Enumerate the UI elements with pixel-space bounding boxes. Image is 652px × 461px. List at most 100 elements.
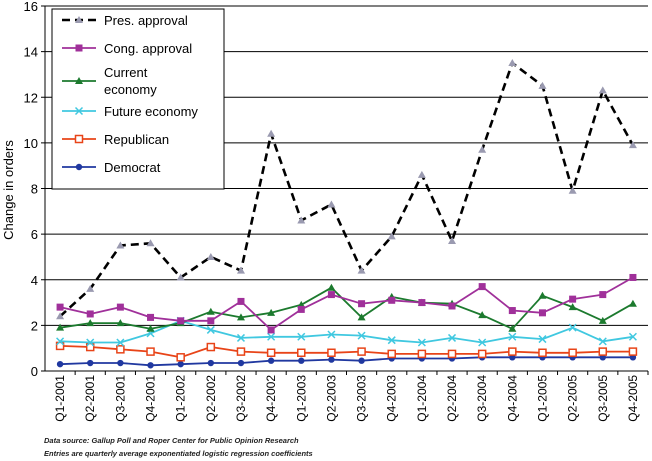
data-point (538, 309, 546, 317)
data-point (358, 300, 366, 308)
y-tick-label: 10 (24, 136, 38, 151)
data-point (327, 291, 335, 299)
data-point (267, 357, 275, 364)
data-point (448, 236, 457, 244)
data-point (447, 333, 457, 342)
x-tick-label: Q2-2001 (83, 375, 97, 422)
series-current-economy (56, 283, 637, 332)
legend-item-republican: Republican (62, 132, 169, 147)
data-point (86, 310, 94, 318)
data-point (478, 311, 487, 319)
data-point (328, 356, 335, 363)
y-tick-label: 0 (31, 364, 38, 379)
data-point (56, 360, 64, 368)
source-note: Data source: Gallup Poll and Roper Cente… (44, 436, 299, 445)
series-line (59, 286, 634, 330)
data-point (478, 283, 486, 291)
x-tick-label: Q3-2005 (596, 375, 610, 422)
data-point (116, 338, 125, 347)
data-point (508, 332, 517, 341)
data-point (327, 348, 336, 357)
x-tick-label: Q4-2002 (264, 375, 278, 422)
data-point (387, 349, 396, 359)
legend-label: Future economy (104, 104, 198, 119)
x-tick-label: Q3-2001 (113, 375, 127, 422)
legend-item-pres-approval: Pres. approval (62, 13, 188, 28)
data-point (298, 357, 305, 364)
legend-item-future-economy: Future economy (62, 104, 198, 119)
series-line (59, 276, 634, 331)
data-point (297, 348, 306, 357)
data-point (56, 303, 64, 311)
data-point (297, 305, 305, 313)
data-point (358, 357, 365, 364)
data-point (538, 335, 547, 344)
data-point (297, 216, 306, 224)
data-point (236, 266, 245, 274)
x-tick-label: Q1-2005 (535, 375, 549, 422)
series-line (60, 319, 634, 344)
data-point (538, 81, 547, 89)
x-tick-label: Q3-2003 (355, 375, 369, 422)
data-point (87, 359, 94, 367)
legend-marker (75, 44, 83, 52)
series-line (59, 61, 635, 318)
data-point (357, 313, 366, 321)
legend-label: Republican (104, 132, 169, 147)
data-point (237, 359, 245, 367)
data-point (418, 299, 426, 307)
data-point (85, 342, 95, 352)
data-point (478, 145, 487, 153)
x-tick-label: Q4-2004 (505, 375, 519, 422)
data-point (207, 359, 215, 367)
series-line (60, 356, 633, 367)
data-point (267, 332, 276, 341)
x-tick-label: Q3-2002 (234, 375, 248, 422)
series-cong-approval (56, 273, 637, 334)
data-point (236, 347, 246, 356)
data-point (447, 349, 457, 359)
y-tick-label: 12 (24, 90, 38, 105)
y-tick-label: 8 (31, 182, 38, 197)
data-point (56, 337, 65, 346)
data-point (237, 297, 245, 305)
data-point (628, 299, 637, 307)
data-point (478, 338, 487, 347)
data-point (388, 296, 396, 304)
data-point (206, 307, 215, 315)
data-point (116, 319, 125, 327)
x-tick-label: Q4-2005 (626, 375, 640, 422)
x-tick-label: Q2-2004 (445, 375, 459, 422)
data-point (448, 302, 456, 310)
data-point (55, 341, 65, 351)
x-tick-labels: Q1-2001 Q2-2001 Q3-2001 Q4-2001 Q1-2002 Q2-20… (53, 375, 640, 422)
data-point (267, 326, 275, 334)
y-tick-label: 2 (31, 318, 38, 333)
data-point (417, 170, 426, 178)
data-point (267, 308, 276, 316)
x-tick-label: Q2-2003 (324, 375, 338, 422)
data-point (568, 348, 577, 357)
data-point (357, 266, 366, 274)
data-point (598, 316, 607, 324)
data-point (116, 241, 125, 249)
data-point (568, 323, 577, 332)
legend-item-democrat: Democrat (62, 160, 161, 175)
data-point (146, 347, 155, 356)
data-point (628, 332, 637, 341)
data-point (116, 345, 125, 354)
series-democrat (56, 354, 637, 369)
x-tick-label: Q1-2003 (294, 375, 308, 422)
data-point (177, 317, 185, 325)
data-point (629, 273, 637, 281)
data-point (417, 338, 426, 347)
y-tick-label: 4 (31, 273, 38, 288)
data-point (599, 291, 607, 299)
x-tick-label: Q4-2001 (144, 375, 158, 422)
y-tick-label: 16 (24, 0, 38, 14)
data-point (266, 348, 276, 357)
data-point (236, 333, 246, 342)
data-point (327, 330, 336, 339)
data-point (86, 319, 95, 327)
